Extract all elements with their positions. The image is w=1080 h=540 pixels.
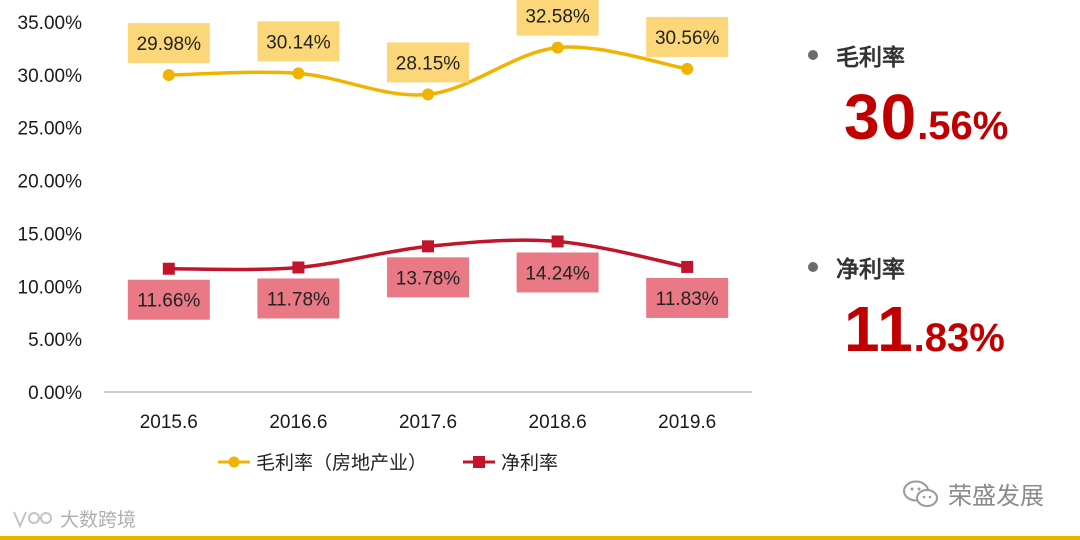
data-label-box (387, 257, 469, 298)
gross-margin-label: 毛利率 (836, 44, 905, 70)
legend-item: 净利率 (463, 452, 558, 474)
data-point (162, 262, 175, 275)
legend-label: 净利率 (501, 452, 558, 474)
series-net-margin: 11.66% 11.78% 13.78% 14.24% 11.83% (127, 235, 729, 320)
gross-margin-value: 30.56% (844, 80, 1008, 154)
net-margin-label: 净利率 (836, 256, 905, 282)
data-label-box (127, 279, 210, 320)
y-axis-ticks: 0.00% 5.00% 10.00% 15.00% 20.00% 25.00% 30.00%… (18, 13, 83, 404)
y-tick-label: 30.00% (18, 66, 83, 87)
summary-panel: 毛利率 30.56% 净利率 11.83% (800, 0, 1080, 420)
data-label-text: 32.58% (525, 7, 590, 28)
wechat-icon (903, 480, 938, 507)
legend-marker (473, 456, 485, 468)
data-label-text: 14.24% (525, 263, 590, 284)
data-point (551, 41, 564, 54)
y-tick-label: 20.00% (18, 172, 83, 193)
y-tick-label: 0.00% (28, 383, 82, 404)
data-label: 11.78% (257, 278, 340, 319)
data-point (162, 69, 175, 82)
data-point (292, 67, 305, 80)
source-name: 大数跨境 (60, 510, 137, 531)
gross-margin-value-fraction: .56% (917, 104, 1009, 148)
y-tick-label: 5.00% (28, 330, 82, 351)
data-label-box (516, 0, 599, 36)
data-label-text: 30.14% (266, 32, 331, 53)
data-point (681, 260, 694, 273)
data-label: 28.15% (387, 42, 469, 83)
legend-label: 毛利率（房地产业） (256, 452, 427, 474)
data-label: 30.56% (646, 16, 729, 57)
x-tick-label: 2018.6 (529, 412, 587, 433)
data-label-box (516, 252, 599, 293)
x-tick-label: 2019.6 (658, 412, 716, 433)
data-label-text: 11.66% (137, 291, 200, 312)
gross-margin-summary: 毛利率 30.56% (808, 38, 1008, 154)
x-axis-ticks: 2015.6 2016.6 2017.6 2018.6 2019.6 (140, 412, 717, 433)
series-layer: 29.98% 30.14% 28.15% 32.58% 30.56% 11.66% 11.7… (127, 0, 729, 320)
data-label-box (127, 23, 210, 64)
y-tick-label: 25.00% (18, 119, 83, 140)
data-point (292, 261, 305, 274)
wechat-account-name: 荣盛发展 (948, 483, 1044, 510)
data-point (551, 235, 564, 248)
legend-marker (228, 456, 240, 468)
data-label-text: 11.78% (267, 289, 330, 310)
y-tick-label: 35.00% (18, 13, 83, 34)
data-label-box (387, 42, 469, 83)
data-point (422, 88, 434, 101)
bottom-rule (0, 536, 1080, 540)
bullet-icon (808, 262, 818, 272)
data-label: 29.98% (127, 23, 210, 64)
net-margin-summary: 净利率 11.83% (808, 250, 1005, 366)
data-label-box (257, 278, 340, 319)
wechat-watermark: 荣盛发展 (902, 476, 1044, 511)
net-margin-value: 11.83% (844, 292, 1005, 366)
data-label-text: 28.15% (396, 53, 461, 74)
data-label-box (646, 277, 729, 318)
legend: 毛利率（房地产业） 净利率 (218, 452, 558, 474)
net-margin-value-integer: 11 (844, 293, 914, 365)
y-tick-label: 15.00% (18, 224, 83, 245)
data-label: 14.24% (516, 252, 599, 293)
data-label: 30.14% (257, 21, 340, 62)
source-watermark: 大数跨境 (10, 505, 136, 532)
data-label-text: 29.98% (137, 34, 202, 55)
data-label: 11.83% (646, 277, 729, 318)
data-label-box (257, 21, 340, 62)
line-chart: 0.00% 5.00% 10.00% 15.00% 20.00% 25.00% 30.00%… (18, 0, 752, 474)
data-point (422, 240, 434, 253)
data-label-text: 30.56% (655, 28, 720, 49)
data-label-text: 13.78% (396, 268, 461, 289)
net-margin-value-fraction: .83% (913, 316, 1005, 360)
data-label: 13.78% (387, 257, 469, 298)
data-label: 11.66% (127, 279, 210, 320)
data-point (681, 62, 694, 75)
brand-logo-icon (13, 511, 52, 529)
y-tick-label: 10.00% (18, 277, 83, 298)
x-tick-label: 2016.6 (269, 412, 327, 433)
legend-item: 毛利率（房地产业） (218, 452, 427, 474)
x-tick-label: 2015.6 (140, 412, 198, 433)
x-tick-label: 2017.6 (399, 412, 457, 433)
data-label-text: 11.83% (656, 289, 719, 310)
data-label-box (646, 16, 729, 57)
bullet-icon (808, 50, 818, 60)
series-gross-margin: 29.98% 30.14% 28.15% 32.58% 30.56% (127, 0, 729, 101)
gross-margin-value-integer: 30 (844, 81, 918, 153)
data-label: 32.58% (516, 0, 599, 36)
